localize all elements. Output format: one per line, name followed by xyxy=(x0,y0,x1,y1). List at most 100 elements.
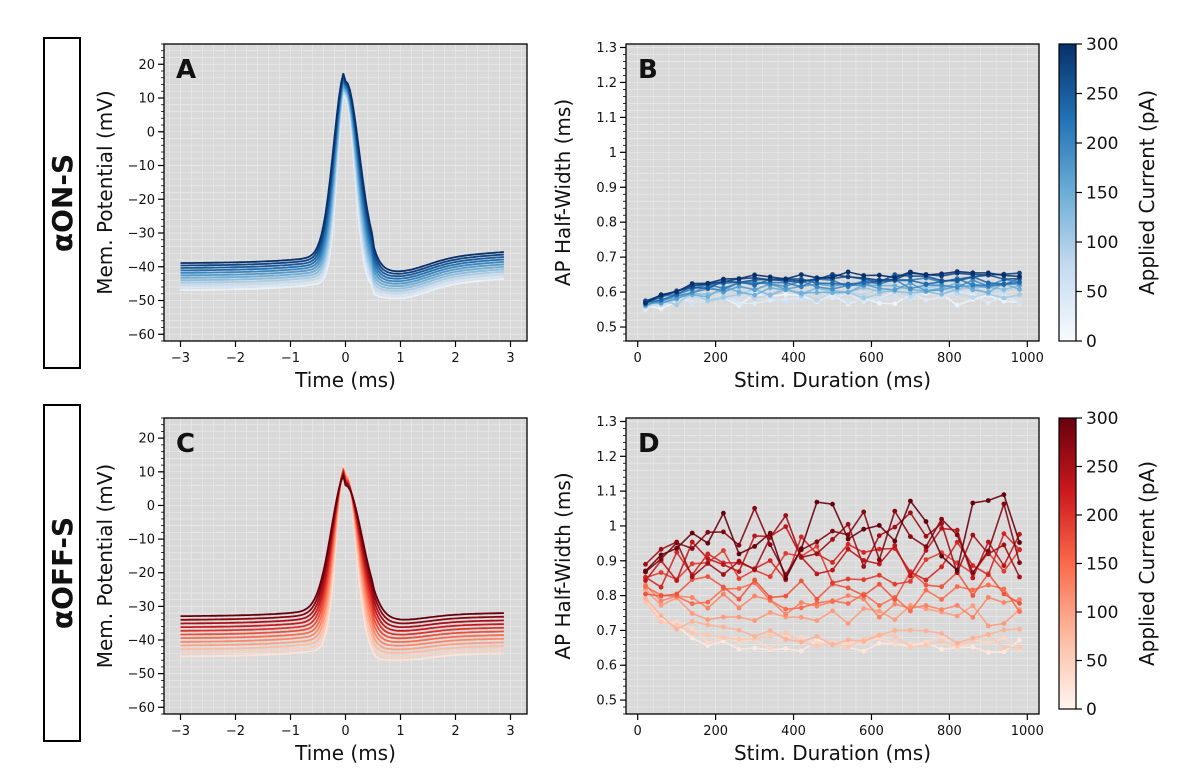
data-point xyxy=(830,295,835,301)
data-point xyxy=(721,562,726,567)
data-point xyxy=(861,280,867,286)
data-point xyxy=(783,292,789,297)
panel-letter: C xyxy=(176,429,195,459)
data-point xyxy=(736,295,742,301)
data-point xyxy=(721,276,726,282)
data-point xyxy=(767,558,773,563)
data-point xyxy=(814,643,820,649)
data-point xyxy=(985,270,991,276)
data-point xyxy=(908,573,913,579)
data-point xyxy=(705,556,711,562)
data-point xyxy=(721,635,726,640)
data-point xyxy=(767,285,773,291)
x-tick-label: 0 xyxy=(341,724,349,739)
data-point xyxy=(752,282,757,288)
data-point xyxy=(1001,591,1007,597)
data-point xyxy=(954,603,960,608)
data-point xyxy=(923,642,929,648)
data-point xyxy=(830,290,835,295)
data-point xyxy=(908,579,913,584)
colorbar-label: Applied Current (pA) xyxy=(1135,90,1159,295)
data-point xyxy=(985,650,991,655)
data-point xyxy=(689,595,695,600)
data-point xyxy=(674,545,680,551)
data-point xyxy=(954,567,960,573)
data-point xyxy=(643,599,648,605)
colorbar-gradient xyxy=(1058,43,1077,342)
data-point xyxy=(752,533,757,539)
data-point xyxy=(721,591,726,597)
y-tick-label: 0 xyxy=(147,499,155,514)
data-point xyxy=(752,505,757,511)
data-point xyxy=(923,281,929,287)
data-point xyxy=(674,549,680,555)
data-point xyxy=(908,644,913,650)
row-label-text: αON-S xyxy=(46,154,79,252)
data-point xyxy=(985,595,991,600)
data-point xyxy=(892,283,898,288)
data-point xyxy=(954,539,960,545)
data-point xyxy=(1017,287,1022,292)
panel-letter: A xyxy=(176,55,196,85)
data-point xyxy=(689,561,695,567)
x-tick-label: 3 xyxy=(506,351,514,366)
data-point xyxy=(985,280,991,286)
data-point xyxy=(970,644,976,650)
y-axis-label: AP Half-Width (ms) xyxy=(551,472,575,659)
data-point xyxy=(705,640,711,645)
data-point xyxy=(892,581,898,587)
data-point xyxy=(1017,299,1022,305)
data-point xyxy=(939,553,944,559)
data-point xyxy=(689,300,695,306)
data-point xyxy=(1001,542,1007,548)
data-point xyxy=(643,591,648,597)
data-point xyxy=(985,548,991,554)
data-point xyxy=(908,608,913,614)
y-tick-label: 0.7 xyxy=(596,624,617,639)
data-point xyxy=(892,538,898,544)
data-point xyxy=(892,633,898,639)
data-point xyxy=(1001,568,1007,574)
data-point xyxy=(892,601,898,607)
data-point xyxy=(674,540,680,546)
data-point xyxy=(767,595,773,600)
data-point xyxy=(783,551,789,556)
data-point xyxy=(954,584,960,589)
data-point xyxy=(689,625,695,631)
data-point xyxy=(1001,645,1007,650)
data-point xyxy=(705,298,711,304)
series-group xyxy=(643,269,1022,312)
data-point xyxy=(985,632,991,637)
data-point xyxy=(798,634,804,640)
colorbar-tick-label: 300 xyxy=(1086,35,1118,55)
x-tick-label: 0 xyxy=(634,351,642,366)
data-point xyxy=(876,277,882,283)
data-point xyxy=(643,584,648,589)
data-point xyxy=(814,539,820,545)
data-point xyxy=(721,529,726,535)
y-tick-label: 20 xyxy=(138,432,155,447)
data-point xyxy=(783,636,789,642)
data-point xyxy=(970,575,976,581)
colorbar-tick-label: 100 xyxy=(1086,233,1118,253)
data-point xyxy=(783,593,789,599)
data-point xyxy=(736,569,742,574)
data-point xyxy=(721,295,726,301)
colorbar-bottom: 0 50 100 150 200 250 300 Applied Current (pA) xyxy=(1058,409,1159,720)
data-point xyxy=(798,555,804,560)
y-tick-label: 1.3 xyxy=(596,41,617,56)
data-point xyxy=(923,519,929,524)
data-point xyxy=(674,302,680,308)
data-point xyxy=(1017,644,1022,650)
y-tick-label: 1.3 xyxy=(596,415,617,430)
data-point xyxy=(830,528,835,534)
data-point xyxy=(861,273,867,278)
data-point xyxy=(736,605,742,611)
colorbar-tick-label: 0 xyxy=(1086,700,1097,720)
data-point xyxy=(767,542,773,548)
data-point xyxy=(705,599,711,605)
data-point xyxy=(892,640,898,646)
data-point xyxy=(830,560,835,565)
data-point xyxy=(876,286,882,291)
data-point xyxy=(736,558,742,564)
